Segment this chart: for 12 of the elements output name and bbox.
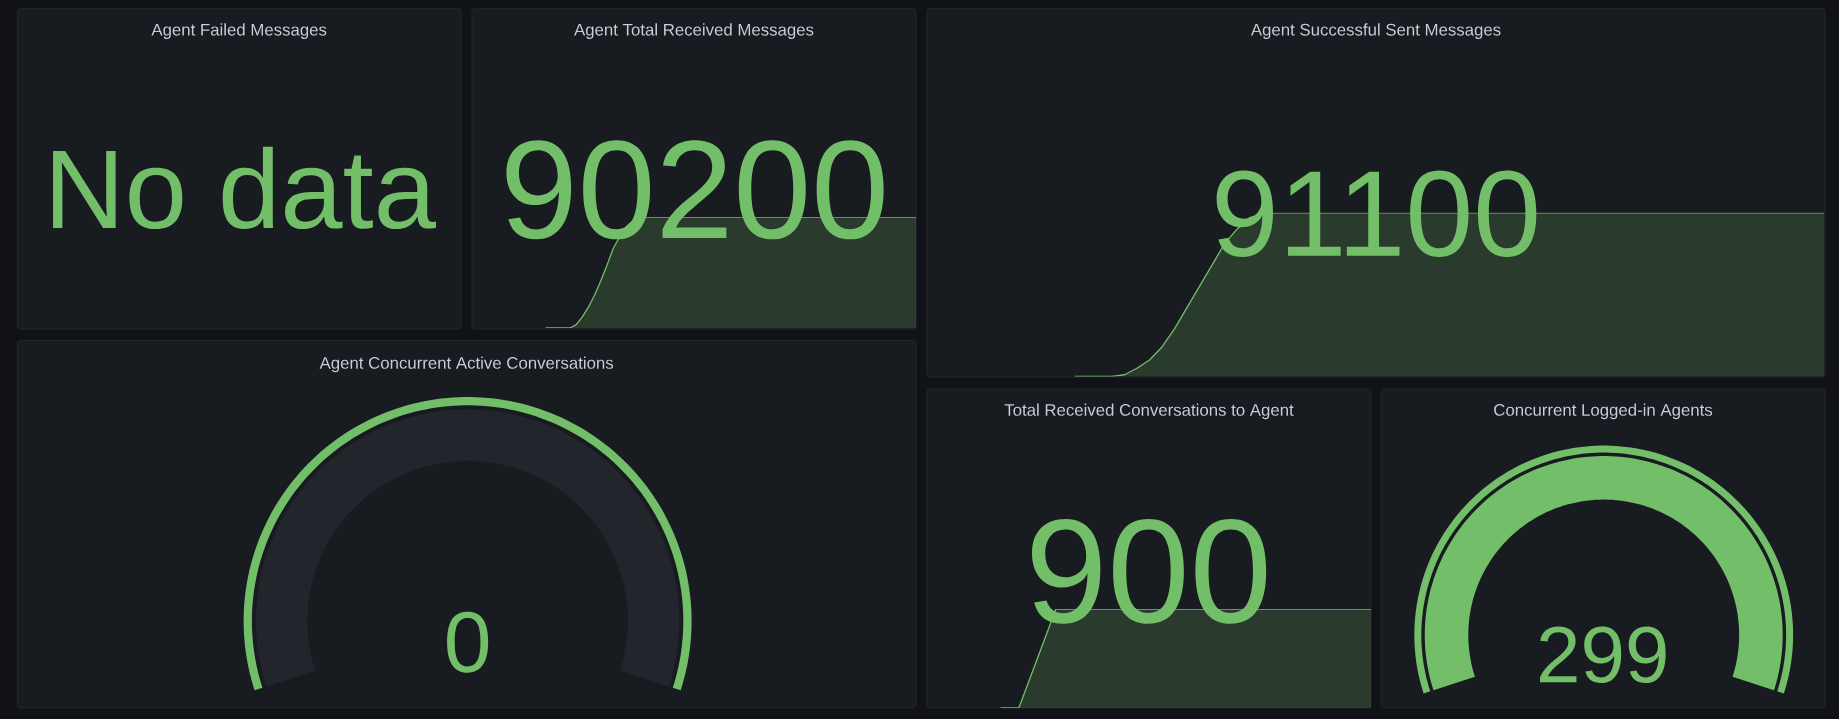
chart-title: Agent Concurrent Active Conversations xyxy=(319,356,614,373)
chart-title: Concurrent Logged-in Agents xyxy=(1494,403,1713,420)
annotation: 900 xyxy=(1031,518,1267,624)
text: No data xyxy=(53,146,436,230)
chart-title: Total Received Conversations to Agent xyxy=(1004,403,1294,420)
chart-title: Agent Successful Sent Messages xyxy=(1250,23,1501,39)
annotation: 90200 xyxy=(506,140,884,240)
text: 0 xyxy=(447,611,489,673)
chart-title: Agent Total Received Messages xyxy=(574,23,814,39)
annotation: 91100 xyxy=(1216,170,1537,257)
text: Agent Failed Messages xyxy=(151,23,327,39)
text: 299 xyxy=(1540,626,1666,684)
